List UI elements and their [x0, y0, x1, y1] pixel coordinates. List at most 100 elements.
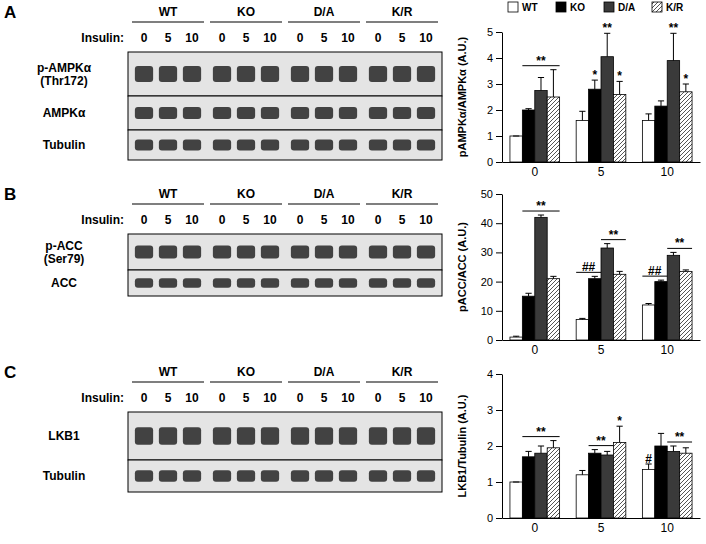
blot-panel: BInsulin:WT0510KO0510D/A0510K/R0510p-ACC… [4, 185, 442, 296]
annotation: ## [582, 260, 596, 274]
y-tick: 20 [481, 276, 502, 288]
blot-band [237, 278, 255, 287]
error-cap [579, 111, 585, 112]
group-underline [366, 21, 438, 22]
bar [680, 92, 692, 162]
y-tick-mark [496, 446, 502, 447]
blot-band [339, 107, 357, 119]
error-bar [670, 33, 676, 60]
lane-label: 10 [341, 31, 355, 45]
error-cap [658, 280, 664, 281]
y-tick-mark [496, 58, 502, 59]
bar [510, 337, 522, 340]
error-bar [538, 78, 544, 91]
y-tick-label: 20 [481, 276, 493, 288]
y-tick-mark [496, 223, 502, 224]
error-bar [670, 252, 676, 255]
legend-swatch [556, 2, 566, 12]
plot-area [510, 33, 692, 162]
lane-label: 5 [165, 391, 172, 405]
blot-band [417, 140, 435, 151]
legend: WTKOD/AK/R [508, 2, 684, 13]
error-bar [513, 482, 519, 483]
x-tick: 0 [531, 518, 538, 535]
annotation: # [645, 452, 652, 466]
blot-band [237, 140, 255, 151]
x-axis: 0510 [503, 162, 701, 179]
blot-band [213, 246, 231, 259]
blot-band [135, 470, 153, 482]
group-underline [132, 381, 204, 382]
error-bar [658, 280, 664, 281]
x-axis: 0 5 10 [503, 518, 701, 535]
row-label: p-ACC [45, 239, 83, 253]
blot-band [237, 66, 255, 82]
error-bar [645, 304, 651, 305]
y-tick: 4 [487, 368, 502, 380]
y-axis-title: LKB1/Tubulin (A.U.) [456, 394, 468, 497]
treatment-label: Insulin: [81, 31, 124, 45]
lane-label: 0 [375, 213, 382, 227]
bar [655, 446, 667, 518]
lane-label: 5 [321, 31, 328, 45]
blot-band [213, 278, 231, 287]
legend-label: KO [570, 2, 585, 13]
error-cap [513, 482, 519, 483]
blot-band [135, 278, 153, 287]
lane-label: 0 [141, 391, 148, 405]
x-tick: 5 [598, 518, 605, 535]
blot-band [213, 140, 231, 151]
blot-band [213, 427, 231, 444]
y-tick-label: 5 [487, 26, 493, 38]
x-tick-label: 0 [531, 165, 538, 179]
blot-band [393, 246, 411, 259]
lane-label: 10 [341, 391, 355, 405]
error-bar [617, 271, 623, 274]
bar [576, 320, 588, 340]
bar [522, 110, 534, 162]
blot-band [315, 278, 333, 287]
lane-label: 10 [419, 31, 433, 45]
blot-band [261, 107, 279, 119]
error-cap [525, 293, 531, 294]
y-tick-mark [496, 410, 502, 411]
x-tick-label: 5 [598, 521, 605, 535]
x-tick-label: 5 [598, 343, 605, 357]
blot-band [417, 246, 435, 259]
blot-band [339, 140, 357, 151]
error-cap [670, 252, 676, 253]
error-bar [579, 111, 585, 120]
bar-chart: 012340510LKB1/Tubulin (A.U.)*****#** [456, 368, 701, 535]
blot-band [339, 470, 357, 482]
y-tick-mark [496, 32, 502, 33]
legend-label: D/A [618, 2, 635, 13]
y-tick: 10 [481, 305, 502, 317]
blot-band [417, 66, 435, 82]
annotation: ** [536, 199, 546, 213]
y-tick-label: 10 [481, 305, 493, 317]
error-bar [538, 446, 544, 453]
blot-band [339, 246, 357, 259]
y-tick-mark [496, 340, 502, 341]
lane-label: 0 [219, 213, 226, 227]
legend-item: KO [556, 2, 585, 13]
x-tick: 10 [661, 518, 675, 535]
y-tick-mark [496, 252, 502, 253]
blot-band [369, 278, 387, 287]
error-cap [525, 108, 531, 109]
blot-band [417, 107, 435, 119]
lane-label: 0 [219, 391, 226, 405]
error-cap [683, 269, 689, 270]
annotation: * [592, 68, 597, 82]
error-stem [582, 111, 583, 120]
lane-label: 0 [375, 31, 382, 45]
y-axis-title: pACC/ACC (A.U.) [456, 222, 468, 312]
group-label: WT [159, 187, 178, 201]
blot-band [237, 246, 255, 259]
blot-band [237, 470, 255, 482]
blot-band [291, 107, 309, 119]
error-cap [670, 446, 676, 447]
lane-label: 5 [165, 213, 172, 227]
bar [576, 475, 588, 518]
blot-band [213, 66, 231, 82]
